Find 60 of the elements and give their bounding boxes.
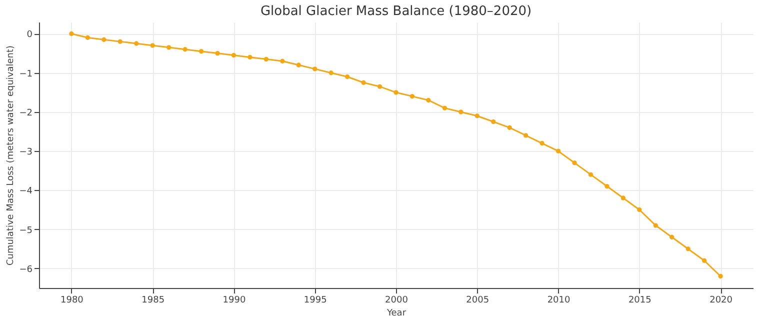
x-tick-label: 1980 bbox=[60, 296, 84, 306]
point bbox=[231, 52, 236, 58]
point bbox=[523, 133, 528, 138]
y-tick-label: −3 bbox=[19, 148, 32, 158]
point bbox=[702, 258, 707, 263]
x-tick-label: 2010 bbox=[547, 296, 570, 306]
x-tick-label: 2005 bbox=[466, 296, 490, 306]
x-tick-label: 1995 bbox=[304, 296, 327, 306]
point bbox=[491, 119, 496, 124]
point bbox=[426, 98, 431, 103]
point bbox=[118, 39, 122, 44]
point bbox=[670, 234, 674, 240]
point bbox=[556, 148, 561, 154]
y-tick-label: 0 bbox=[26, 30, 33, 40]
point bbox=[248, 54, 252, 60]
point bbox=[718, 274, 723, 279]
point bbox=[280, 58, 285, 64]
y-tick-label: −5 bbox=[19, 226, 32, 236]
point bbox=[69, 31, 74, 36]
point bbox=[410, 94, 415, 99]
point bbox=[507, 125, 512, 130]
point bbox=[264, 56, 269, 62]
point bbox=[182, 47, 188, 52]
point bbox=[588, 172, 594, 177]
x-tick-label: 1985 bbox=[142, 296, 165, 306]
point bbox=[540, 140, 544, 146]
point bbox=[102, 37, 106, 42]
y-tick-label: −1 bbox=[19, 69, 32, 80]
y-tick-label: −2 bbox=[19, 108, 32, 118]
y-axis-title: Cumulative Mass Loss (meters water equivalent) bbox=[6, 45, 16, 266]
x-tick-label: 2020 bbox=[710, 296, 733, 306]
point bbox=[296, 62, 301, 68]
x-tick-label: 2015 bbox=[628, 296, 652, 306]
x-tick-label: 1990 bbox=[222, 296, 246, 306]
chart-title: Global Glacier Mass Balance (1980–2020) bbox=[260, 4, 532, 19]
point bbox=[442, 106, 448, 110]
point bbox=[198, 49, 204, 54]
point bbox=[653, 223, 658, 228]
point bbox=[134, 41, 139, 46]
point bbox=[572, 160, 577, 166]
point bbox=[474, 114, 480, 118]
point bbox=[166, 45, 172, 50]
point bbox=[377, 84, 382, 89]
y-tick-label: −4 bbox=[19, 186, 33, 197]
x-axis-title: Year bbox=[386, 308, 406, 318]
point bbox=[394, 90, 398, 95]
point bbox=[361, 80, 366, 85]
point bbox=[150, 43, 155, 48]
point bbox=[312, 66, 318, 72]
point bbox=[637, 207, 642, 212]
point bbox=[686, 246, 690, 252]
point bbox=[620, 196, 626, 200]
point bbox=[604, 184, 610, 189]
x-tick-label: 2000 bbox=[385, 296, 408, 306]
point bbox=[215, 50, 220, 56]
point bbox=[85, 35, 90, 40]
point bbox=[458, 110, 464, 114]
point bbox=[344, 74, 350, 80]
point bbox=[328, 70, 334, 76]
y-tick-label: −6 bbox=[19, 264, 33, 275]
